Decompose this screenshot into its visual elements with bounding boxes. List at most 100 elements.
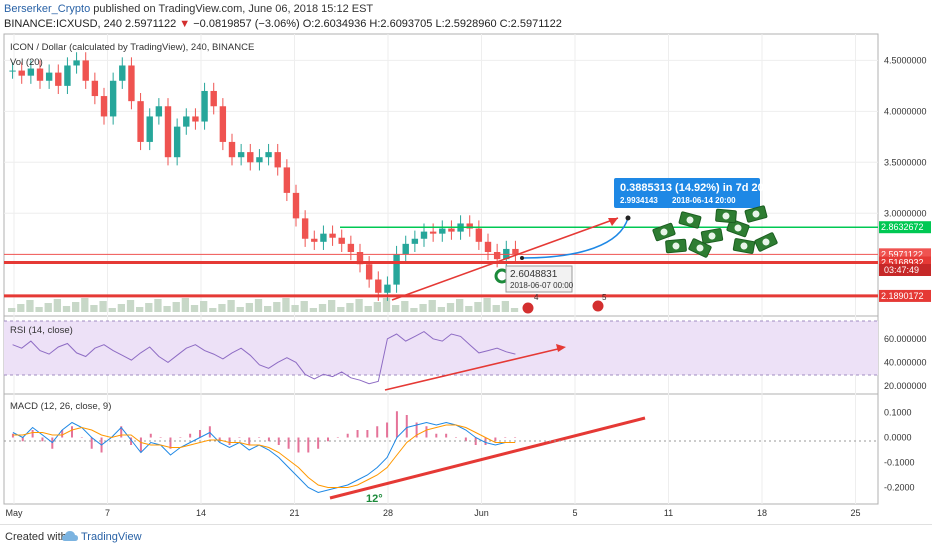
time-tick-label: Jun (474, 508, 489, 518)
histogram-bar (425, 426, 428, 438)
us-flag-event-icon-2[interactable] (591, 299, 605, 313)
volume-bar (346, 303, 354, 312)
volume-bar (373, 302, 382, 312)
histogram-bar (189, 433, 192, 438)
rsi-arrowhead (556, 344, 566, 352)
rsi-label: RSI (14, close) (10, 325, 73, 336)
price-tick-label: 4.5000000 (884, 55, 927, 65)
candle-body (201, 90, 208, 122)
price-trendline[interactable] (391, 217, 619, 301)
time-tick-label: May (5, 508, 23, 518)
histogram-bar (218, 437, 221, 442)
rsi-tick-label: 60.000000 (884, 334, 927, 344)
time-axis-ticks: May7142128Jun5111825Jul (5, 508, 860, 518)
histogram-bar (435, 433, 438, 438)
histogram-bar (395, 411, 398, 438)
candle-body (64, 65, 71, 86)
candle-body (219, 106, 227, 142)
candle-body (384, 284, 391, 293)
candle-body (173, 126, 181, 158)
histogram-bar (356, 430, 359, 438)
macd-signal-line (12, 424, 516, 488)
volume-bar (428, 300, 436, 312)
money-bills-icon (652, 205, 778, 258)
volume-bar (401, 301, 409, 312)
volume-bar (8, 308, 16, 312)
macd-tick-label: 0.0000 (884, 433, 912, 443)
histogram-bar (445, 433, 448, 438)
volume-bar (145, 303, 153, 312)
bar-marker-value: 2.6048831 (510, 269, 558, 280)
price-pane (3, 33, 879, 317)
level-label: 2.1890172 (881, 291, 924, 301)
ohlc-values: O:2.6034936 H:2.6093705 L:2.5928960 C:2.… (302, 18, 562, 30)
projection-target: 2.9934143 (620, 196, 658, 205)
candle-body (119, 65, 126, 81)
candle-body (356, 252, 364, 265)
us-flag-event-icon[interactable] (521, 301, 535, 315)
level-label: 2.5971122 (881, 249, 923, 259)
volume-bar (136, 307, 144, 312)
macd-trendline[interactable] (329, 416, 646, 500)
candle-body (146, 116, 153, 142)
author-link[interactable]: Berserker_Crypto (4, 3, 91, 15)
rsi-line (12, 331, 516, 385)
volume-bar (190, 305, 199, 312)
projection-target-date: 2018-06-14 20:00 (672, 196, 736, 205)
publish-info: published on TradingView.com, June 06, 2… (93, 3, 374, 15)
macd-line (12, 421, 516, 494)
histogram-bar (376, 426, 379, 438)
volume-bar (227, 300, 235, 312)
time-tick-label: 14 (196, 508, 206, 518)
volume-bar (437, 307, 446, 312)
macd-tick-label: -0.2000 (884, 483, 915, 493)
candle-body (301, 218, 309, 239)
macd-tick-label: 0.1000 (884, 408, 912, 418)
candle-body (9, 70, 16, 72)
tradingview-brand[interactable]: TradingView (81, 531, 142, 543)
volume-bar (474, 302, 482, 312)
candle-body (210, 90, 217, 107)
candle-body (512, 248, 519, 255)
volume-bar (309, 308, 318, 312)
projection-curve[interactable] (521, 217, 629, 259)
projection-end-point (625, 215, 631, 221)
angle-annotation: 12° (366, 493, 383, 505)
rsi-trendline[interactable] (384, 347, 563, 391)
candle-body (164, 106, 172, 158)
histogram-bar (139, 437, 142, 453)
candle-body (237, 152, 245, 158)
candle-body (247, 152, 254, 163)
histogram-bar (258, 437, 261, 438)
candle-body (493, 252, 501, 260)
volume-bar (492, 305, 500, 312)
histogram-bar (267, 437, 270, 442)
time-tick-label: 28 (383, 508, 393, 518)
candle-body (429, 231, 437, 234)
volume-bar (72, 302, 80, 312)
candle-body (228, 141, 236, 158)
time-tick-label: 7 (105, 508, 110, 518)
time-tick-label: 21 (289, 508, 299, 518)
symbol-line: BINANCE:ICXUSD, 240 2.5971122 ▼ −0.08198… (4, 18, 562, 30)
event-count-1: 4 (534, 293, 539, 302)
money-bill (678, 211, 702, 229)
histogram-bar (277, 437, 280, 445)
volume-bar (44, 303, 52, 312)
histogram-bar (386, 422, 389, 438)
volume-bar (181, 298, 190, 312)
volume-bar (154, 299, 162, 312)
level-label: 2.5168932 (881, 258, 924, 268)
money-bill (665, 238, 687, 254)
chart-title: ICON / Dollar (calculated by TradingView… (10, 42, 254, 53)
volume-bar (90, 305, 98, 312)
volume-bar (53, 299, 62, 312)
macd-label: MACD (12, 26, close, 9) (10, 401, 111, 412)
volume-bar (337, 307, 345, 312)
candle-body (448, 228, 455, 232)
histogram-bar (514, 437, 517, 438)
volume-bar (209, 308, 217, 312)
macd-tick-label: -0.1000 (884, 458, 915, 468)
symbol-label: BINANCE:ICXUSD, 240 (4, 18, 122, 30)
